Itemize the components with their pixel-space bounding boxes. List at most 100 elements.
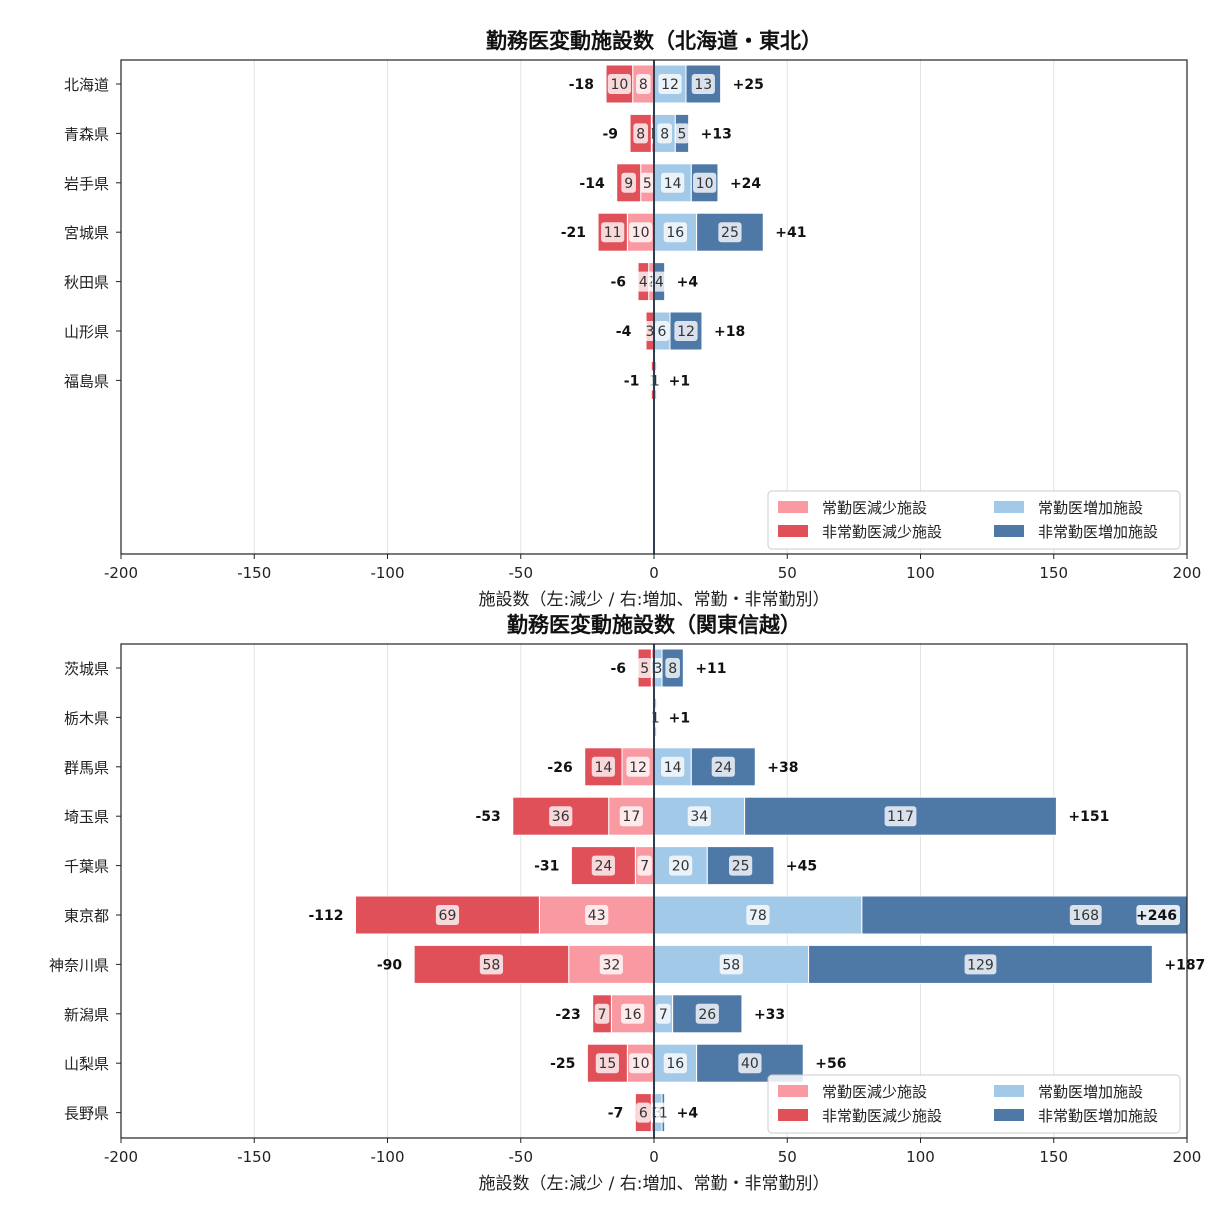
segment-value-label: 1 — [659, 1106, 668, 1122]
segment-label-bg — [652, 271, 667, 292]
legend-swatch — [778, 525, 808, 537]
legend-swatch — [994, 1085, 1024, 1097]
segment-value-label: 3 — [646, 324, 655, 340]
segment-label-bg — [658, 74, 682, 94]
x-tick-label: -150 — [237, 564, 271, 582]
x-tick-label: 150 — [1039, 564, 1068, 582]
segment-label-bg — [585, 905, 609, 925]
segment-value-label: 14 — [594, 760, 612, 776]
x-tick-label: -200 — [104, 564, 138, 582]
segment-label-bg — [636, 271, 651, 292]
segment-value-label: 7 — [598, 1007, 607, 1023]
x-tick-label: 50 — [778, 564, 797, 582]
segment-label-bg — [661, 756, 685, 777]
increase-total-label: +4 — [677, 275, 699, 291]
x-tick-label: -150 — [237, 1148, 271, 1166]
segment-label-bg — [621, 1003, 645, 1024]
legend-label: 非常勤医増加施設 — [1038, 523, 1158, 541]
category-label: 群馬県 — [64, 759, 109, 777]
legend-swatch — [994, 501, 1024, 513]
segment-label-bg — [729, 855, 753, 876]
segment-label-bg — [719, 954, 743, 975]
segment-value-label: 8 — [639, 77, 648, 93]
decrease-total-label: -7 — [608, 1106, 624, 1122]
x-tick-label: -200 — [104, 1148, 138, 1166]
decrease-total-label: -9 — [602, 126, 618, 142]
segment-value-label: 26 — [698, 1007, 716, 1023]
legend-box — [767, 1074, 1181, 1134]
segment-label-bg — [663, 1053, 687, 1074]
category-label: 山形県 — [64, 323, 109, 341]
segment-value-label: 43 — [588, 908, 606, 924]
segment-label-bg — [626, 756, 650, 777]
segment-label-bg — [657, 123, 672, 144]
segment-value-label: 3 — [654, 661, 663, 677]
segment-value-label: 117 — [887, 809, 914, 825]
legend-swatch — [994, 1109, 1024, 1121]
segment-label-bg — [695, 1003, 719, 1024]
segment-label-bg — [601, 222, 625, 243]
increase-total-label: +24 — [730, 176, 761, 192]
segment-value-label: 8 — [636, 126, 645, 142]
segment-value-label: 9 — [624, 176, 633, 192]
increase-total-label: +56 — [815, 1056, 846, 1072]
segment-value-label: 5 — [643, 176, 652, 192]
category-label: 千葉県 — [64, 858, 109, 876]
decrease-total-label: -31 — [534, 859, 559, 875]
decrease-total-label: -21 — [561, 225, 586, 241]
legend-swatch — [778, 501, 808, 513]
segment-value-label: 7 — [640, 859, 649, 875]
x-tick-label: 200 — [1173, 1148, 1202, 1166]
segment-value-label: 16 — [666, 225, 684, 241]
segment-value-label: 4 — [639, 275, 648, 291]
segment-label-bg — [746, 905, 770, 925]
x-tick-label: 150 — [1039, 1148, 1068, 1166]
segment-label-bg — [637, 855, 652, 876]
segment-label-bg — [591, 756, 615, 777]
segment-label-bg — [656, 1102, 671, 1123]
segment-label-bg — [663, 222, 687, 243]
category-label: 秋田県 — [64, 274, 109, 292]
segment-label-bg — [629, 1053, 653, 1074]
category-label: 東京都 — [64, 907, 109, 925]
bar-segment — [586, 1043, 628, 1083]
segment-value-label: 5 — [640, 661, 649, 677]
category-label: 茨城県 — [64, 660, 109, 678]
category-label: 福島県 — [64, 372, 109, 390]
decrease-total-label: -14 — [579, 176, 605, 192]
segment-value-label: 6 — [639, 1106, 648, 1122]
segment-label-bg — [595, 1053, 619, 1074]
category-label: 北海道 — [64, 76, 109, 94]
segment-value-label: 10 — [632, 225, 650, 241]
legend-label: 常勤医減少施設 — [822, 499, 927, 517]
segment-value-label: 24 — [714, 760, 732, 776]
increase-total-label: +38 — [767, 760, 798, 776]
category-label: 埼玉県 — [64, 808, 109, 826]
legend-swatch — [778, 1109, 808, 1121]
segment-value-label: 5 — [678, 126, 687, 142]
increase-total-label: +187 — [1164, 957, 1205, 973]
decrease-total-label: -26 — [547, 760, 572, 776]
segment-value-label: 58 — [483, 957, 501, 973]
segment-value-label: 11 — [604, 225, 622, 241]
segment-value-label: 16 — [624, 1007, 642, 1023]
increase-total-label: +18 — [714, 324, 745, 340]
segment-value-label: 8 — [660, 126, 669, 142]
segment-value-label: 32 — [602, 957, 620, 973]
segment-label-bg — [619, 806, 643, 827]
chart-panel-1: 8101213188559141010111625244361211-18+25… — [64, 29, 1201, 610]
segment-value-label: 14 — [664, 176, 682, 192]
segment-value-label: 25 — [721, 225, 739, 241]
legend-label: 非常勤医減少施設 — [822, 1107, 942, 1125]
decrease-total-label: -1 — [624, 373, 640, 389]
increase-total-label: +4 — [677, 1106, 699, 1122]
segment-value-label: 12 — [629, 760, 647, 776]
plot-area: 8101213188559141010111625244361211 — [597, 64, 764, 400]
x-tick-label: 100 — [906, 564, 935, 582]
category-label: 神奈川県 — [49, 956, 109, 974]
increase-total-label: +13 — [701, 126, 732, 142]
segment-label-bg — [636, 74, 651, 94]
legend-swatch — [994, 525, 1024, 537]
